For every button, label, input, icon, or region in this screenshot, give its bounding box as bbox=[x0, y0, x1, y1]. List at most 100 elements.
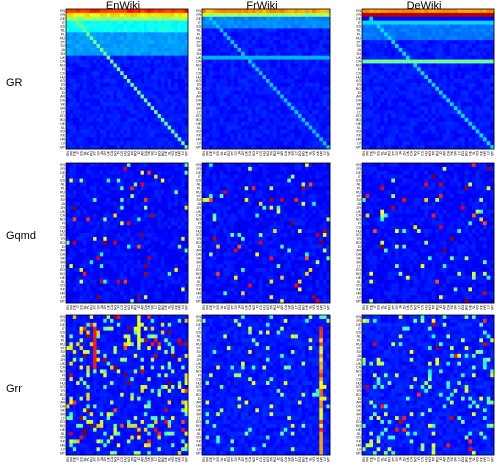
heatmap-cell bbox=[290, 36, 295, 41]
heatmap-cell bbox=[269, 67, 274, 72]
heatmap-cell bbox=[312, 82, 317, 88]
heatmap-cell bbox=[262, 94, 267, 99]
heatmap-cell bbox=[290, 94, 295, 99]
heatmap-cell bbox=[171, 28, 175, 33]
heatmap-cell bbox=[435, 75, 440, 80]
heatmap-cell bbox=[273, 71, 278, 76]
heatmap-cell bbox=[167, 198, 172, 203]
heatmap-cell bbox=[283, 16, 288, 22]
heatmap-cell bbox=[79, 82, 84, 88]
heatmap-cell bbox=[82, 9, 87, 14]
heatmap-cell bbox=[110, 166, 114, 172]
heatmap-cell bbox=[362, 82, 367, 88]
heatmap-cell bbox=[130, 190, 135, 195]
heatmap-cell bbox=[89, 125, 94, 130]
heatmap-cell bbox=[147, 20, 152, 25]
heatmap-cell bbox=[205, 59, 210, 64]
heatmap-cell bbox=[127, 67, 131, 72]
heatmap-cell bbox=[171, 133, 175, 138]
heatmap-cell bbox=[82, 106, 87, 111]
x-tick-label: SL bbox=[168, 151, 172, 155]
heatmap-cell bbox=[184, 94, 189, 99]
heatmap-cell bbox=[177, 86, 182, 92]
heatmap-cell bbox=[150, 190, 155, 195]
heatmap-cell bbox=[290, 28, 295, 33]
heatmap-cell bbox=[171, 190, 175, 195]
heatmap-cell bbox=[322, 75, 327, 80]
heatmap-cell bbox=[417, 86, 422, 92]
heatmap-cell bbox=[174, 16, 179, 22]
heatmap-cell bbox=[479, 32, 484, 37]
heatmap-cell bbox=[184, 79, 189, 84]
heatmap-cell bbox=[428, 36, 433, 41]
heatmap-cell bbox=[184, 174, 189, 179]
heatmap-cell bbox=[120, 229, 125, 234]
heatmap-cell bbox=[106, 182, 111, 187]
heatmap-cell bbox=[110, 217, 114, 222]
heatmap-cell bbox=[216, 59, 221, 64]
heatmap-cell bbox=[301, 28, 306, 33]
heatmap-cell bbox=[143, 51, 148, 57]
heatmap-cell bbox=[442, 40, 447, 45]
heatmap-cell bbox=[164, 252, 169, 257]
heatmap-cell bbox=[248, 110, 253, 115]
heatmap-cell bbox=[490, 9, 495, 14]
heatmap-cell bbox=[376, 47, 381, 53]
heatmap-cell bbox=[174, 114, 179, 119]
heatmap-cell bbox=[123, 110, 128, 115]
heatmap-cell bbox=[472, 82, 477, 88]
heatmap-cell bbox=[99, 94, 104, 99]
heatmap-cell bbox=[209, 63, 214, 68]
heatmap-cell bbox=[167, 236, 172, 242]
heatmap-cell bbox=[262, 133, 267, 138]
heatmap-cell bbox=[212, 94, 217, 99]
heatmap-cell bbox=[89, 44, 94, 49]
heatmap-cell bbox=[140, 209, 145, 214]
heatmap-cell bbox=[294, 32, 299, 37]
heatmap-cell bbox=[472, 67, 477, 72]
heatmap-cell bbox=[157, 229, 162, 234]
heatmap-cell bbox=[490, 86, 495, 92]
heatmap-cell bbox=[103, 20, 108, 25]
heatmap-cell bbox=[402, 106, 407, 111]
heatmap-cell bbox=[373, 36, 378, 41]
heatmap-cell bbox=[216, 133, 221, 138]
heatmap-cell bbox=[160, 106, 165, 111]
heatmap-cell bbox=[96, 240, 101, 246]
heatmap-cell bbox=[76, 36, 80, 41]
heatmap-cell bbox=[446, 137, 451, 142]
heatmap-cell bbox=[143, 28, 148, 33]
heatmap-cell bbox=[294, 98, 299, 103]
heatmap-cell bbox=[294, 28, 299, 33]
heatmap-cell bbox=[181, 174, 186, 179]
heatmap-cell bbox=[79, 36, 84, 41]
x-tick-label: DA bbox=[446, 150, 450, 155]
heatmap-cell bbox=[391, 32, 396, 37]
heatmap-cell bbox=[262, 137, 267, 142]
heatmap-cell bbox=[241, 106, 246, 111]
heatmap-cell bbox=[241, 59, 246, 64]
heatmap-cell bbox=[435, 28, 440, 33]
heatmap-cell bbox=[269, 110, 274, 115]
heatmap-cell bbox=[150, 141, 155, 146]
heatmap-cell bbox=[69, 256, 74, 261]
heatmap-cell bbox=[127, 114, 131, 119]
heatmap-cell bbox=[181, 141, 186, 146]
heatmap-cell bbox=[373, 79, 378, 84]
heatmap-cell bbox=[244, 28, 249, 33]
heatmap-cell bbox=[461, 75, 466, 80]
heatmap-cell bbox=[110, 63, 114, 68]
heatmap-cell bbox=[143, 32, 148, 37]
heatmap-cell bbox=[96, 217, 101, 222]
heatmap-cell bbox=[212, 114, 217, 119]
heatmap-cell bbox=[171, 240, 175, 246]
heatmap-cell bbox=[262, 40, 267, 45]
heatmap-cell bbox=[130, 90, 135, 95]
heatmap-cell bbox=[219, 121, 224, 127]
heatmap-cell bbox=[140, 198, 145, 203]
heatmap-cell bbox=[294, 110, 299, 115]
heatmap-cell bbox=[212, 75, 217, 80]
y-tick-label: CS bbox=[60, 71, 65, 75]
heatmap-cell bbox=[120, 75, 125, 80]
heatmap-cell bbox=[79, 252, 84, 257]
